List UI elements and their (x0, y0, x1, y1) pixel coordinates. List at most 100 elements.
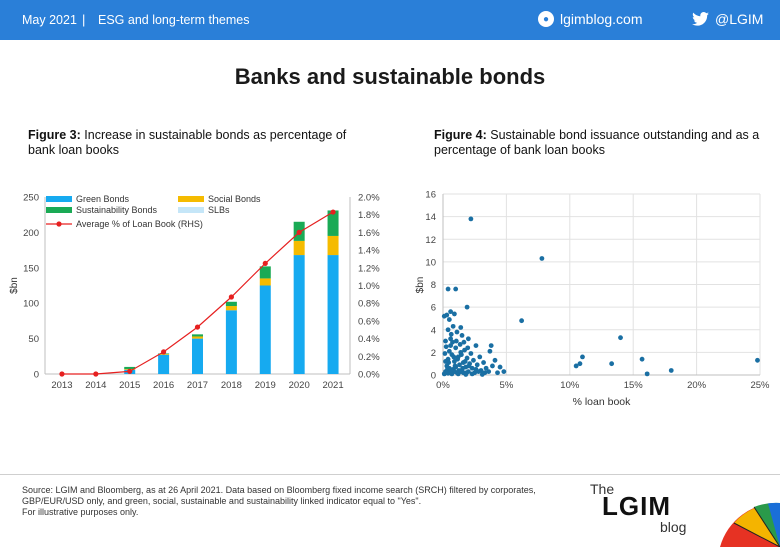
scatter-point (492, 357, 498, 363)
scatter-point (443, 344, 449, 350)
logo-the: The (590, 481, 615, 497)
scatter-point (450, 323, 456, 329)
y-tick-label: 0 (34, 370, 39, 381)
header-theme-link[interactable]: ESG and long-term themes (98, 13, 250, 27)
header-date: May 2021 (22, 13, 77, 27)
bar-segment (158, 354, 170, 374)
y2-tick-label: 1.8% (358, 210, 380, 221)
bar-segment (225, 310, 237, 374)
header-separator: | (82, 12, 86, 27)
y2-tick-label: 1.0% (358, 281, 380, 292)
loan-book-point (161, 349, 167, 355)
scatter-point (481, 360, 486, 365)
x-tick-label: 2015 (119, 380, 140, 391)
loan-book-point (330, 209, 336, 215)
scatter-point (486, 369, 492, 375)
scatter-point (453, 364, 459, 370)
scatter-point (474, 362, 480, 368)
x-tick-label: 2020 (289, 380, 310, 391)
y-axis-label: $bn (9, 277, 20, 294)
scatter-point (453, 338, 459, 344)
x-tick-label: 20% (687, 380, 707, 391)
y2-tick-label: 0.0% (358, 370, 380, 381)
y2-tick-label: 2.0% (358, 193, 380, 204)
source-note: Source: LGIM and Bloomberg, as at 26 Apr… (22, 485, 562, 518)
y-tick-label: 10 (425, 257, 436, 268)
x-axis-label: % loan book (573, 396, 632, 408)
y2-tick-label: 0.8% (358, 299, 380, 310)
scatter-point (455, 356, 460, 362)
twitter-link[interactable]: @LGIM (692, 11, 763, 27)
scatter-point (443, 359, 448, 364)
twitter-handle: @LGIM (715, 11, 764, 27)
scatter-point (639, 356, 645, 362)
bar-segment (225, 301, 237, 307)
scatter-point (459, 333, 465, 338)
legend-label: SLBs (208, 205, 230, 215)
scatter-point (443, 338, 448, 344)
scatter-point (458, 325, 464, 330)
bar-segment (293, 240, 305, 256)
y2-tick-label: 0.4% (358, 334, 380, 345)
bar-segment (259, 278, 271, 286)
scatter-point (457, 342, 463, 347)
figure4-label: Figure 4: (434, 128, 487, 142)
y-tick-label: 16 (425, 190, 436, 201)
scatter-point (445, 370, 451, 376)
legend-swatch (46, 207, 72, 213)
scatter-point (463, 372, 469, 377)
scatter-point (445, 286, 451, 292)
scatter-point (573, 363, 579, 369)
scatter-point (539, 256, 545, 261)
illustrative-note: For illustrative purposes only. (22, 507, 139, 517)
x-tick-label: 10% (560, 380, 580, 391)
scatter-point (448, 309, 454, 315)
scatter-point (644, 371, 650, 377)
legend-label: Social Bonds (208, 194, 261, 204)
scatter-point (466, 363, 472, 369)
y-tick-label: 250 (23, 193, 39, 204)
scatter-point (501, 369, 507, 375)
source-text: Source: LGIM and Bloomberg, as at 26 Apr… (22, 485, 536, 506)
site-link[interactable]: ● lgimblog.com (538, 11, 642, 27)
bar-segment (327, 235, 339, 256)
bar-segment (158, 354, 170, 355)
scatter-point (458, 352, 464, 358)
scatter-point (454, 329, 460, 335)
bar-segment (327, 210, 339, 236)
y-tick-label: 50 (28, 334, 39, 345)
bar-segment (293, 255, 305, 374)
loan-book-point (194, 324, 201, 330)
bar-segment (192, 334, 203, 337)
bar-segment (192, 336, 203, 339)
scatter-point (457, 362, 462, 368)
y-tick-label: 12 (425, 235, 436, 246)
logo-lgim: LGIM (602, 491, 671, 521)
scatter-point (446, 317, 452, 322)
bar-segment (259, 266, 271, 279)
scatter-point (580, 354, 585, 360)
y-tick-label: 2 (431, 348, 436, 359)
lgim-blog-logo: The LGIM blog (590, 481, 780, 547)
scatter-point (497, 364, 503, 370)
scatter-point (461, 339, 467, 345)
scatter-point (495, 370, 500, 376)
footer: Source: LGIM and Bloomberg, as at 26 Apr… (0, 474, 780, 547)
x-tick-label: 0% (436, 380, 450, 391)
legend-label: Green Bonds (76, 194, 130, 204)
twitter-icon (692, 12, 709, 26)
legend-label: Sustainability Bonds (76, 205, 158, 215)
scatter-point (452, 311, 457, 317)
scatter-point (465, 345, 471, 351)
x-tick-label: 2018 (221, 380, 242, 391)
legend-swatch (178, 207, 204, 213)
y2-tick-label: 0.6% (358, 316, 380, 327)
scatter-point (462, 359, 468, 364)
scatter-point (458, 369, 464, 375)
loan-book-point (59, 371, 65, 377)
scatter-point (450, 339, 455, 345)
y-tick-label: 150 (23, 263, 39, 274)
x-tick-label: 2021 (322, 380, 343, 391)
scatter-point (577, 361, 583, 367)
globe-icon: ● (538, 11, 554, 27)
